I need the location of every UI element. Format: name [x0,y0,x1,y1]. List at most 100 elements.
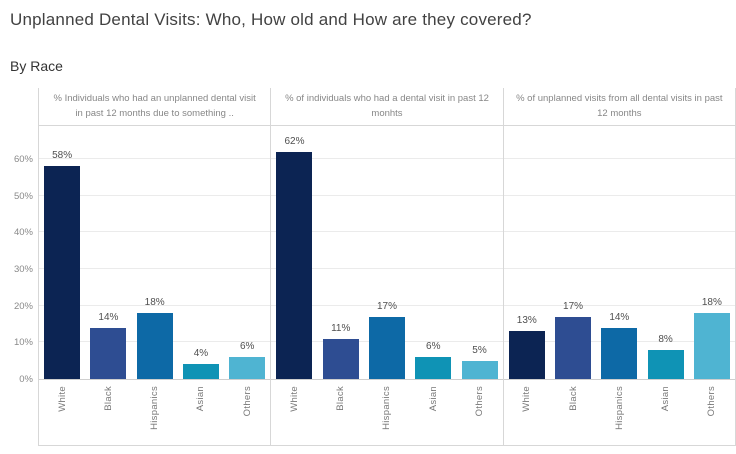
x-axis: White Black Hispanics Asian Others [39,380,270,445]
x-axis-label-slot: Black [318,380,364,445]
gridline [39,231,271,233]
x-axis-label: White [56,386,68,412]
bar-slot: 18% [689,126,735,379]
x-axis-label-slot: Others [224,380,270,445]
gridline [271,157,503,159]
y-axis-tick-label: 60% [13,153,33,165]
panel-header: % of individuals who had a dental visit … [271,88,503,126]
gridline [271,268,503,269]
x-axis-label: Others [474,386,486,417]
bar-slot: 11% [318,126,364,379]
x-axis-label: Asian [660,386,672,412]
chart-panel-3: % of unplanned visits from all dental vi… [503,88,736,446]
plot-area: 62% 11% 17% 6% 5% [271,126,503,380]
bar-slot: 4% [178,126,224,379]
y-axis-tick-label: 10% [13,337,33,349]
gridline [503,194,735,196]
x-axis-label: Others [241,386,253,417]
bar-value-label: 6% [426,341,441,352]
panel-header: % of unplanned visits from all dental vi… [503,88,735,126]
y-axis-tick-label: 50% [13,190,33,202]
bar-value-label: 62% [284,135,305,147]
chart-title: Unplanned Dental Visits: Who, How old an… [10,10,532,29]
x-axis: White Black Hispanics Asian Others [504,380,735,445]
x-axis-label-slot: Hispanics [132,380,178,445]
bar-white[interactable] [276,151,313,379]
bar-chart: 0% 10% 20% 30% 40% 50% 60% % Individuals who h… [0,88,736,446]
bar-value-label: 11% [331,322,351,334]
x-axis-label: Black [567,386,579,411]
bar-hispanics[interactable] [368,316,405,379]
bar-slot: 17% [550,126,596,379]
panel-header: % Individuals who had an unplanned denta… [39,88,271,126]
bar-black[interactable] [90,327,127,379]
bar-slot: 13% [504,126,550,379]
x-axis-label-slot: White [504,380,550,445]
bar-hispanics[interactable] [136,313,173,379]
y-axis: 0% 10% 20% 30% 40% 50% 60% [0,88,38,446]
bar-slot: 6% [224,126,270,379]
bar-value-label: 58% [52,150,73,162]
gridline [271,304,503,306]
bar-value-label: 4% [193,348,209,360]
gridline [39,268,271,269]
gridline [503,157,735,159]
bar-asian[interactable] [415,357,452,379]
x-axis-label-slot: White [271,380,317,445]
bar-white[interactable] [508,331,545,379]
gridline [503,268,735,269]
x-axis-label: Hispanics [381,386,393,430]
bar-others[interactable] [693,313,730,379]
gridline [39,304,271,306]
bar-value-label: 18% [701,297,722,308]
y-axis-tick-label: 0% [19,374,33,385]
chart-panel-2: % of individuals who had a dental visit … [271,88,504,446]
x-axis-label: Asian [195,386,207,412]
bar-slot: 8% [642,126,688,379]
bar-others[interactable] [229,357,266,379]
bar-black[interactable] [555,316,592,379]
x-axis-label-slot: Others [689,380,735,445]
x-axis-label-slot: Hispanics [596,380,642,445]
x-axis-label: White [521,386,533,412]
x-axis-label: Asian [427,386,439,412]
bar-asian[interactable] [182,364,219,379]
bar-others[interactable] [461,360,498,379]
bar-value-label: 5% [472,344,487,356]
bar-value-label: 17% [563,300,584,312]
bar-value-label: 13% [516,315,537,327]
bar-slot: 5% [456,126,502,379]
x-axis-label: Others [706,386,718,417]
x-axis-label-slot: Asian [178,380,224,445]
plot-area: 58% 14% 18% 4% 6% [39,126,271,380]
bar-value-label: 18% [144,297,165,308]
x-axis-label-slot: Black [550,380,596,445]
bar-white[interactable] [44,166,81,379]
x-axis-label: Hispanics [613,386,625,430]
gridline [271,231,503,233]
chart-panels: % Individuals who had an unplanned denta… [38,88,736,446]
y-axis-tick-label: 40% [13,227,33,239]
bar-hispanics[interactable] [601,327,638,379]
x-axis-label: Hispanics [149,386,161,430]
bar-slot: 58% [39,126,85,379]
bar-value-label: 8% [658,333,673,345]
x-axis-label-slot: Others [456,380,502,445]
x-axis-label: White [288,386,300,412]
bar-value-label: 14% [609,311,630,323]
gridline [39,194,271,196]
gridline [503,231,735,233]
bar-value-label: 14% [98,311,119,323]
x-axis-label-slot: Hispanics [364,380,410,445]
bar-value-label: 6% [239,341,255,352]
bar-asian[interactable] [647,349,684,379]
bar-slot: 17% [364,126,410,379]
y-axis-tick-label: 20% [13,300,33,312]
bar-slot: 14% [596,126,642,379]
chart-subtitle: By Race [10,58,63,74]
bar-slot: 6% [410,126,456,379]
plot-area: 13% 17% 14% 8% 18% [503,126,735,380]
bar-black[interactable] [322,338,359,379]
y-axis-tick-label: 30% [13,263,33,275]
